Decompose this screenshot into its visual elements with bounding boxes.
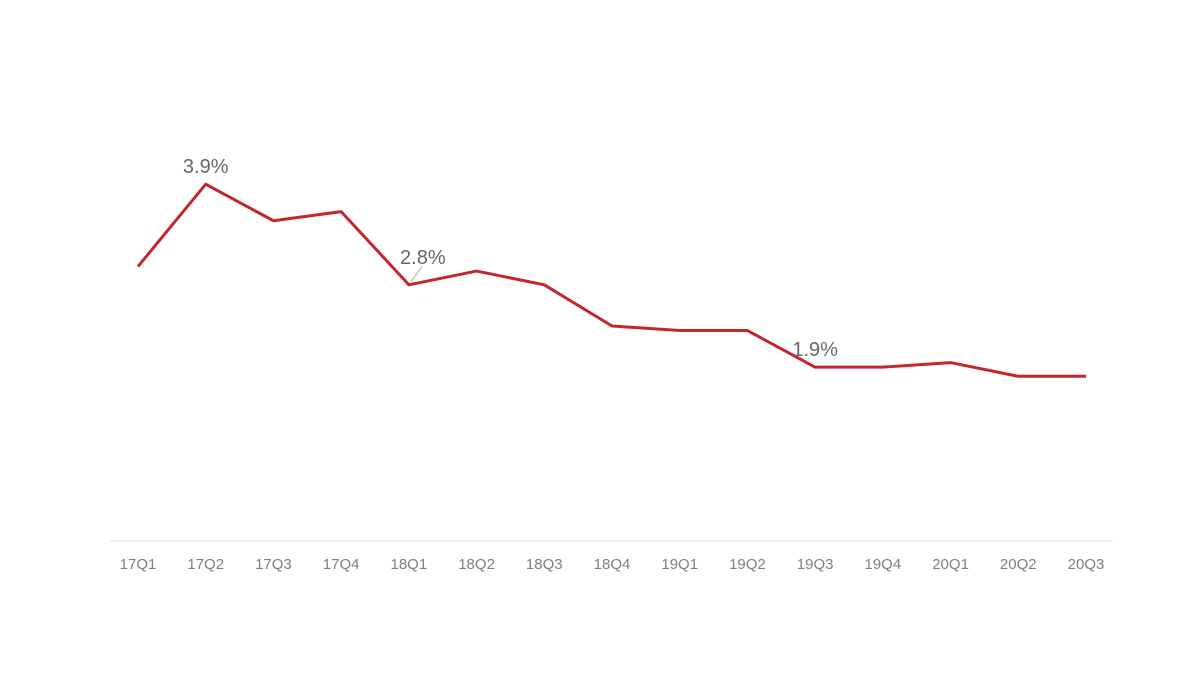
x-axis-tick-label: 19Q3 [797, 556, 834, 573]
x-axis-tick-label: 19Q1 [661, 556, 698, 573]
data-series-line [136, 182, 1086, 378]
x-axis-tick-label: 17Q4 [323, 556, 360, 573]
x-axis-tick-label: 17Q2 [187, 556, 224, 573]
data-point-label: 2.8% [400, 247, 446, 269]
x-axis-tick-label: 17Q1 [120, 556, 157, 573]
label-leader-line [410, 266, 423, 283]
x-axis-tick-label: 20Q3 [1068, 556, 1105, 573]
x-axis-tick-label: 18Q2 [458, 556, 495, 573]
x-axis-tick-label: 18Q1 [391, 556, 428, 573]
x-axis-tick-label: 18Q3 [526, 556, 563, 573]
x-axis-tick-label: 20Q2 [1000, 556, 1037, 573]
x-axis-tick-label: 19Q4 [865, 556, 902, 573]
data-point-label: 1.9% [792, 339, 838, 361]
x-axis-tick-label: 20Q1 [932, 556, 969, 573]
x-axis-tick-label: 18Q4 [594, 556, 631, 573]
data-point-label: 3.9% [183, 156, 229, 178]
x-axis-tick-label: 17Q3 [255, 556, 292, 573]
x-axis-tick-label: 19Q2 [729, 556, 766, 573]
